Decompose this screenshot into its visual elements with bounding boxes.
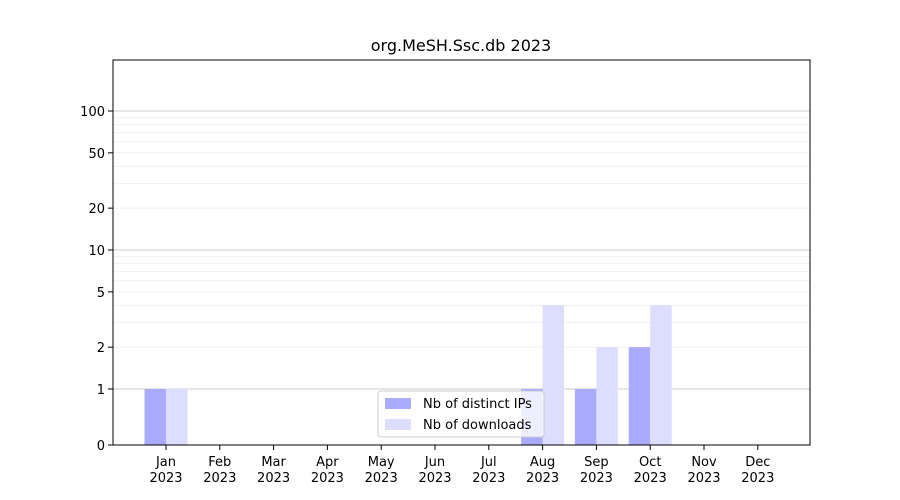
bar-downloads (650, 305, 672, 445)
bar-downloads (596, 347, 618, 445)
legend-swatch-downloads (385, 419, 411, 430)
y-tick-label: 100 (80, 105, 105, 120)
x-tick-label: Jun 2023 (418, 455, 451, 486)
x-tick-label: Aug 2023 (526, 455, 559, 486)
plot-frame (112, 59, 811, 446)
grid-lines (113, 110, 810, 390)
y-tick-label: 20 (88, 202, 105, 217)
legend-swatch-ips (385, 398, 411, 409)
x-tick-label: Oct 2023 (634, 455, 667, 486)
x-tick-label: Dec 2023 (741, 455, 774, 486)
bar-downloads (542, 305, 565, 445)
x-tick-label: Mar 2023 (257, 455, 290, 486)
y-tick-label: 10 (88, 244, 105, 259)
bar-distinct-ips (574, 389, 597, 445)
y-tick-label: 0 (97, 439, 105, 454)
y-tick-label: 2 (97, 341, 105, 356)
x-tick-label: Apr 2023 (311, 455, 344, 486)
x-tick-label: Jan 2023 (149, 455, 182, 486)
x-tick-label: Jul 2023 (472, 455, 505, 486)
bar-downloads (166, 389, 188, 445)
y-tick-label: 5 (97, 286, 105, 301)
x-tick-label: May 2023 (365, 455, 398, 486)
legend-box (377, 390, 545, 438)
x-tick-label: Sep 2023 (580, 455, 613, 486)
y-axis: 0 1 2 5 10 20 50 100 (80, 105, 113, 454)
bar-distinct-ips (628, 347, 651, 445)
legend-label-ips: Nb of distinct IPs (423, 397, 532, 412)
legend-label-downloads: Nb of downloads (423, 418, 532, 433)
legend: Nb of distinct IPs Nb of downloads (377, 390, 545, 438)
bar-distinct-ips (144, 389, 166, 445)
x-tick-label: Feb 2023 (203, 455, 236, 486)
x-tick-label: Nov 2023 (687, 455, 720, 486)
x-axis: Jan 2023 Feb 2023 Mar 2023 Apr 2023 May 2023 Jun 20… (149, 445, 774, 486)
y-tick-label: 50 (88, 147, 105, 162)
y-tick-label: 1 (97, 383, 105, 398)
chart-title: org.MeSH.Ssc.db 2023 (371, 36, 551, 55)
